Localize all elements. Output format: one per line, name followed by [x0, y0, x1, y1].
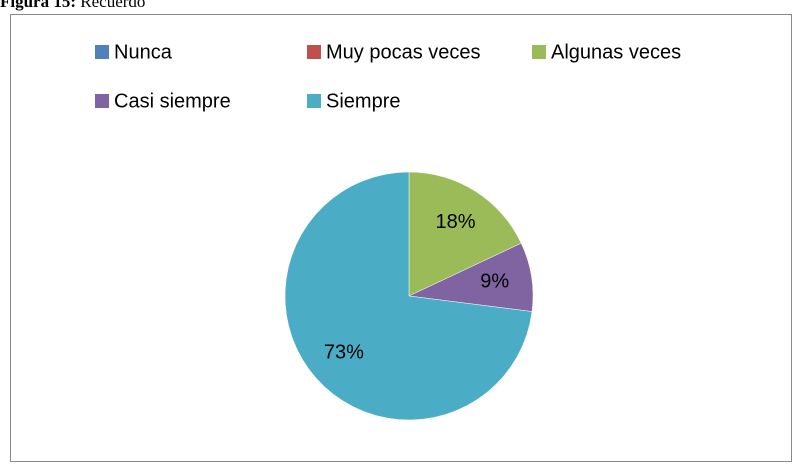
- legend-swatch: [307, 94, 321, 108]
- legend-label: Algunas veces: [551, 41, 681, 63]
- pie-slice: [408, 171, 522, 297]
- data-label: 9%: [480, 271, 509, 293]
- subtitle: Recuerdo: [80, 0, 145, 11]
- legend-label: Casi siempre: [114, 90, 231, 112]
- legend-label: Muy pocas veces: [326, 41, 481, 63]
- chart-title: Figura 15: Recuerdo: [0, 0, 145, 11]
- legend-swatch: [95, 45, 109, 59]
- pie-slice: [284, 171, 533, 421]
- data-label: 18%: [435, 211, 475, 233]
- legend-swatch: [532, 45, 546, 59]
- legend-label: Siempre: [326, 90, 400, 112]
- legend-label: Nunca: [114, 41, 173, 63]
- data-label: 73%: [324, 342, 364, 364]
- legend-swatch: [307, 45, 321, 59]
- legend-swatch: [95, 94, 109, 108]
- title: Figura 15:: [0, 0, 76, 11]
